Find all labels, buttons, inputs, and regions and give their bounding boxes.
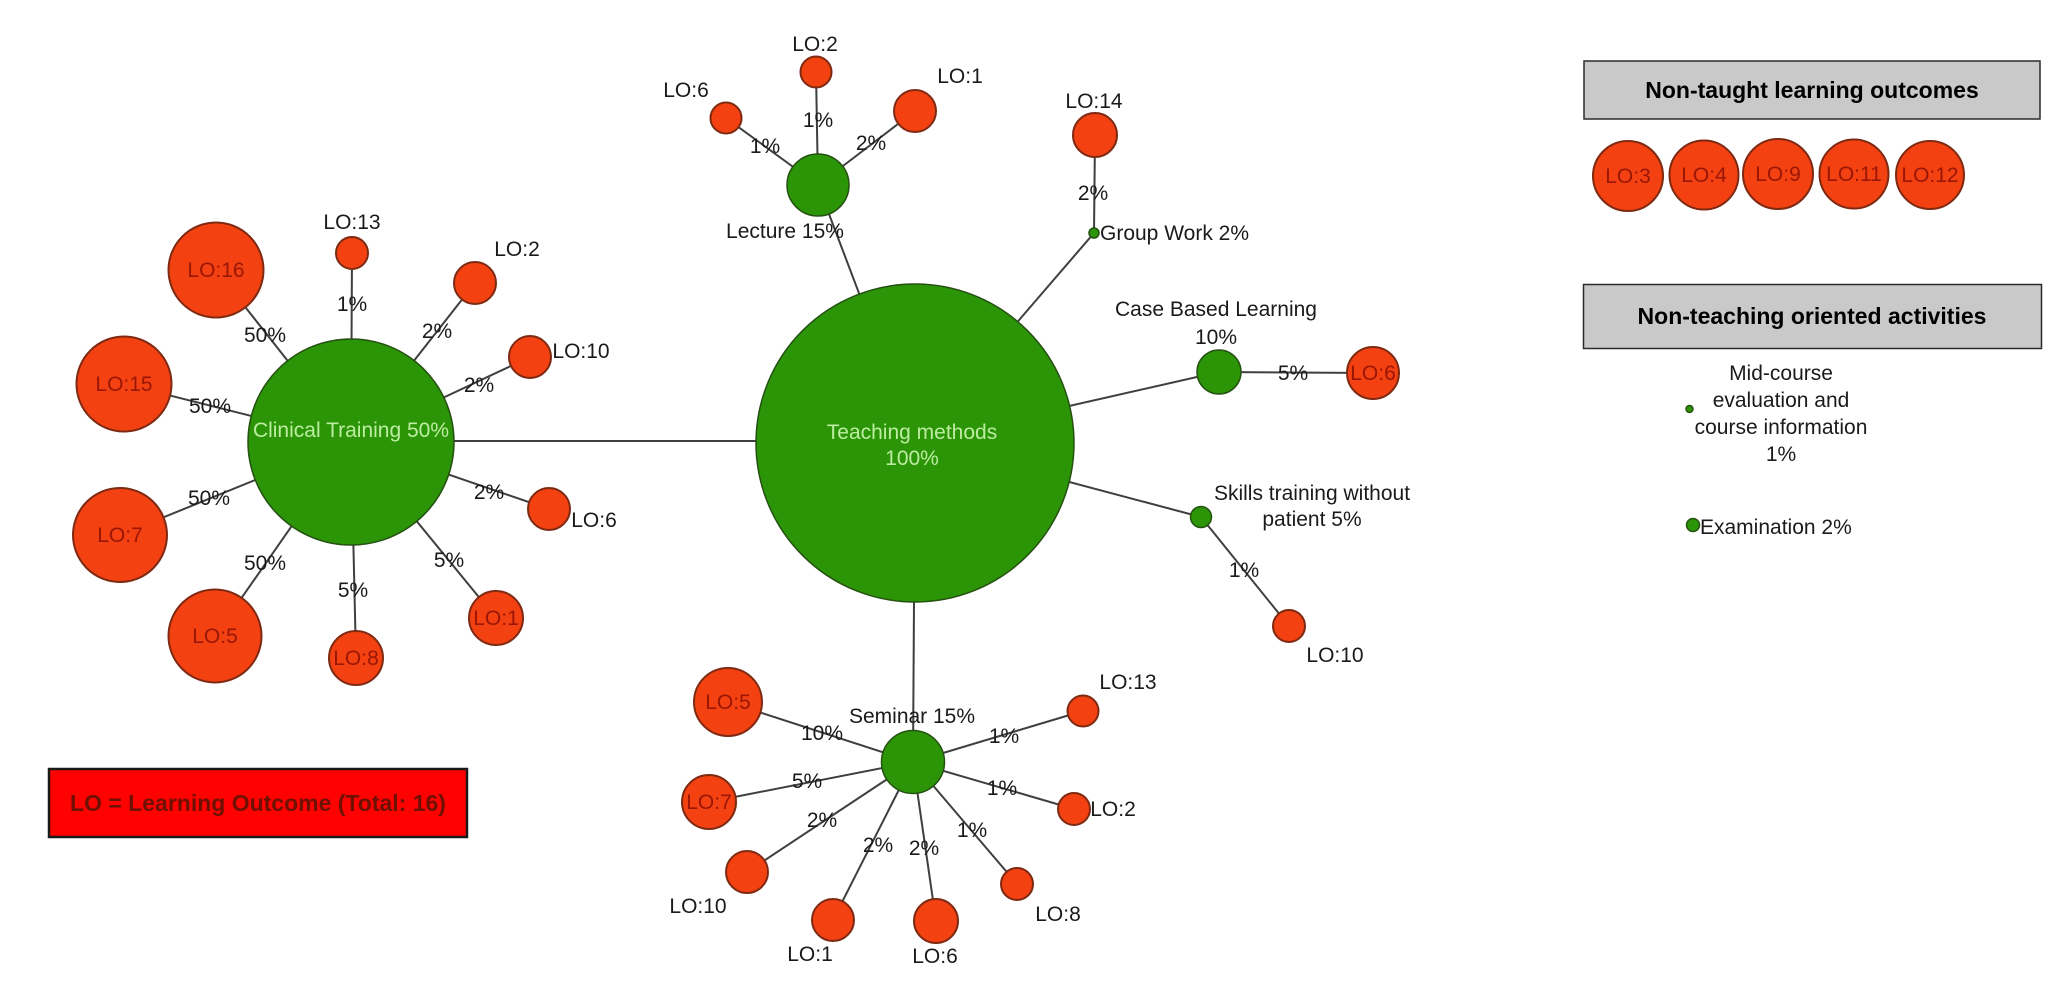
svg-text:50%: 50% bbox=[188, 487, 230, 510]
svg-text:1%: 1% bbox=[989, 725, 1019, 748]
svg-text:5%: 5% bbox=[792, 770, 822, 793]
svg-text:1%: 1% bbox=[803, 109, 833, 132]
svg-text:LO:16: LO:16 bbox=[187, 259, 244, 282]
svg-text:5%: 5% bbox=[1278, 362, 1308, 385]
svg-text:LO:12: LO:12 bbox=[1901, 164, 1958, 187]
svg-text:LO:7: LO:7 bbox=[686, 791, 732, 814]
svg-text:50%: 50% bbox=[244, 324, 286, 347]
svg-text:1%: 1% bbox=[987, 777, 1017, 800]
svg-text:LO:8: LO:8 bbox=[1035, 903, 1081, 926]
svg-text:LO:14: LO:14 bbox=[1065, 90, 1123, 113]
svg-text:LO:6: LO:6 bbox=[912, 945, 958, 968]
svg-text:patient 5%: patient 5% bbox=[1262, 508, 1361, 531]
svg-text:LO:5: LO:5 bbox=[705, 691, 751, 714]
svg-text:LO:10: LO:10 bbox=[669, 895, 726, 918]
svg-text:Examination 2%: Examination 2% bbox=[1700, 516, 1852, 539]
svg-text:LO:10: LO:10 bbox=[552, 340, 609, 363]
svg-text:LO:2: LO:2 bbox=[494, 238, 540, 261]
svg-text:LO:1: LO:1 bbox=[787, 943, 833, 966]
svg-text:2%: 2% bbox=[909, 837, 939, 860]
svg-text:2%: 2% bbox=[856, 132, 886, 155]
svg-text:2%: 2% bbox=[807, 809, 837, 832]
svg-text:Mid-course: Mid-course bbox=[1729, 362, 1833, 385]
svg-text:LO:8: LO:8 bbox=[333, 647, 379, 670]
svg-text:LO = Learning Outcome (Total:: LO = Learning Outcome (Total: 16) bbox=[70, 790, 446, 816]
svg-text:LO:6: LO:6 bbox=[663, 79, 709, 102]
svg-text:LO:6: LO:6 bbox=[571, 509, 617, 532]
svg-text:LO:6: LO:6 bbox=[1350, 362, 1396, 385]
svg-text:100%: 100% bbox=[885, 447, 939, 470]
svg-text:Skills training without: Skills training without bbox=[1214, 482, 1410, 505]
svg-text:LO:2: LO:2 bbox=[792, 33, 838, 56]
svg-text:LO:13: LO:13 bbox=[323, 211, 380, 234]
svg-text:LO:15: LO:15 bbox=[95, 373, 152, 396]
svg-text:Clinical Training 50%: Clinical Training 50% bbox=[253, 419, 449, 442]
svg-text:10%: 10% bbox=[1195, 326, 1237, 349]
svg-text:LO:1: LO:1 bbox=[937, 65, 983, 88]
svg-text:2%: 2% bbox=[863, 834, 893, 857]
svg-text:1%: 1% bbox=[1229, 559, 1259, 582]
svg-text:LO:2: LO:2 bbox=[1090, 798, 1136, 821]
svg-text:2%: 2% bbox=[474, 481, 504, 504]
svg-text:LO:1: LO:1 bbox=[473, 607, 519, 630]
svg-text:LO:3: LO:3 bbox=[1605, 165, 1651, 188]
svg-text:Group Work 2%: Group Work 2% bbox=[1100, 222, 1249, 245]
svg-text:2%: 2% bbox=[422, 320, 452, 343]
svg-text:2%: 2% bbox=[1078, 182, 1108, 205]
svg-text:5%: 5% bbox=[338, 579, 368, 602]
svg-text:LO:11: LO:11 bbox=[1826, 163, 1882, 186]
svg-text:50%: 50% bbox=[189, 395, 231, 418]
svg-text:evaluation and: evaluation and bbox=[1713, 389, 1850, 412]
svg-text:course information: course information bbox=[1695, 416, 1868, 439]
svg-text:Lecture 15%: Lecture 15% bbox=[726, 220, 844, 243]
svg-text:LO:5: LO:5 bbox=[192, 625, 238, 648]
svg-text:1%: 1% bbox=[337, 293, 367, 316]
svg-text:2%: 2% bbox=[464, 374, 494, 397]
svg-text:LO:10: LO:10 bbox=[1306, 644, 1363, 667]
svg-text:LO:4: LO:4 bbox=[1681, 164, 1727, 187]
svg-text:Non-taught learning outcomes: Non-taught learning outcomes bbox=[1645, 77, 1979, 103]
svg-text:1%: 1% bbox=[1766, 443, 1796, 466]
svg-text:LO:9: LO:9 bbox=[1755, 163, 1801, 186]
svg-text:Teaching methods: Teaching methods bbox=[827, 421, 997, 444]
svg-text:Non-teaching oriented activiti: Non-teaching oriented activities bbox=[1638, 303, 1987, 329]
svg-text:Seminar 15%: Seminar 15% bbox=[849, 705, 975, 728]
svg-text:Case Based Learning: Case Based Learning bbox=[1115, 298, 1317, 321]
svg-text:5%: 5% bbox=[434, 549, 464, 572]
svg-text:1%: 1% bbox=[750, 135, 780, 158]
svg-text:LO:7: LO:7 bbox=[97, 524, 143, 547]
svg-text:1%: 1% bbox=[957, 819, 987, 842]
svg-text:10%: 10% bbox=[801, 722, 843, 745]
svg-text:50%: 50% bbox=[244, 552, 286, 575]
svg-text:LO:13: LO:13 bbox=[1099, 671, 1156, 694]
